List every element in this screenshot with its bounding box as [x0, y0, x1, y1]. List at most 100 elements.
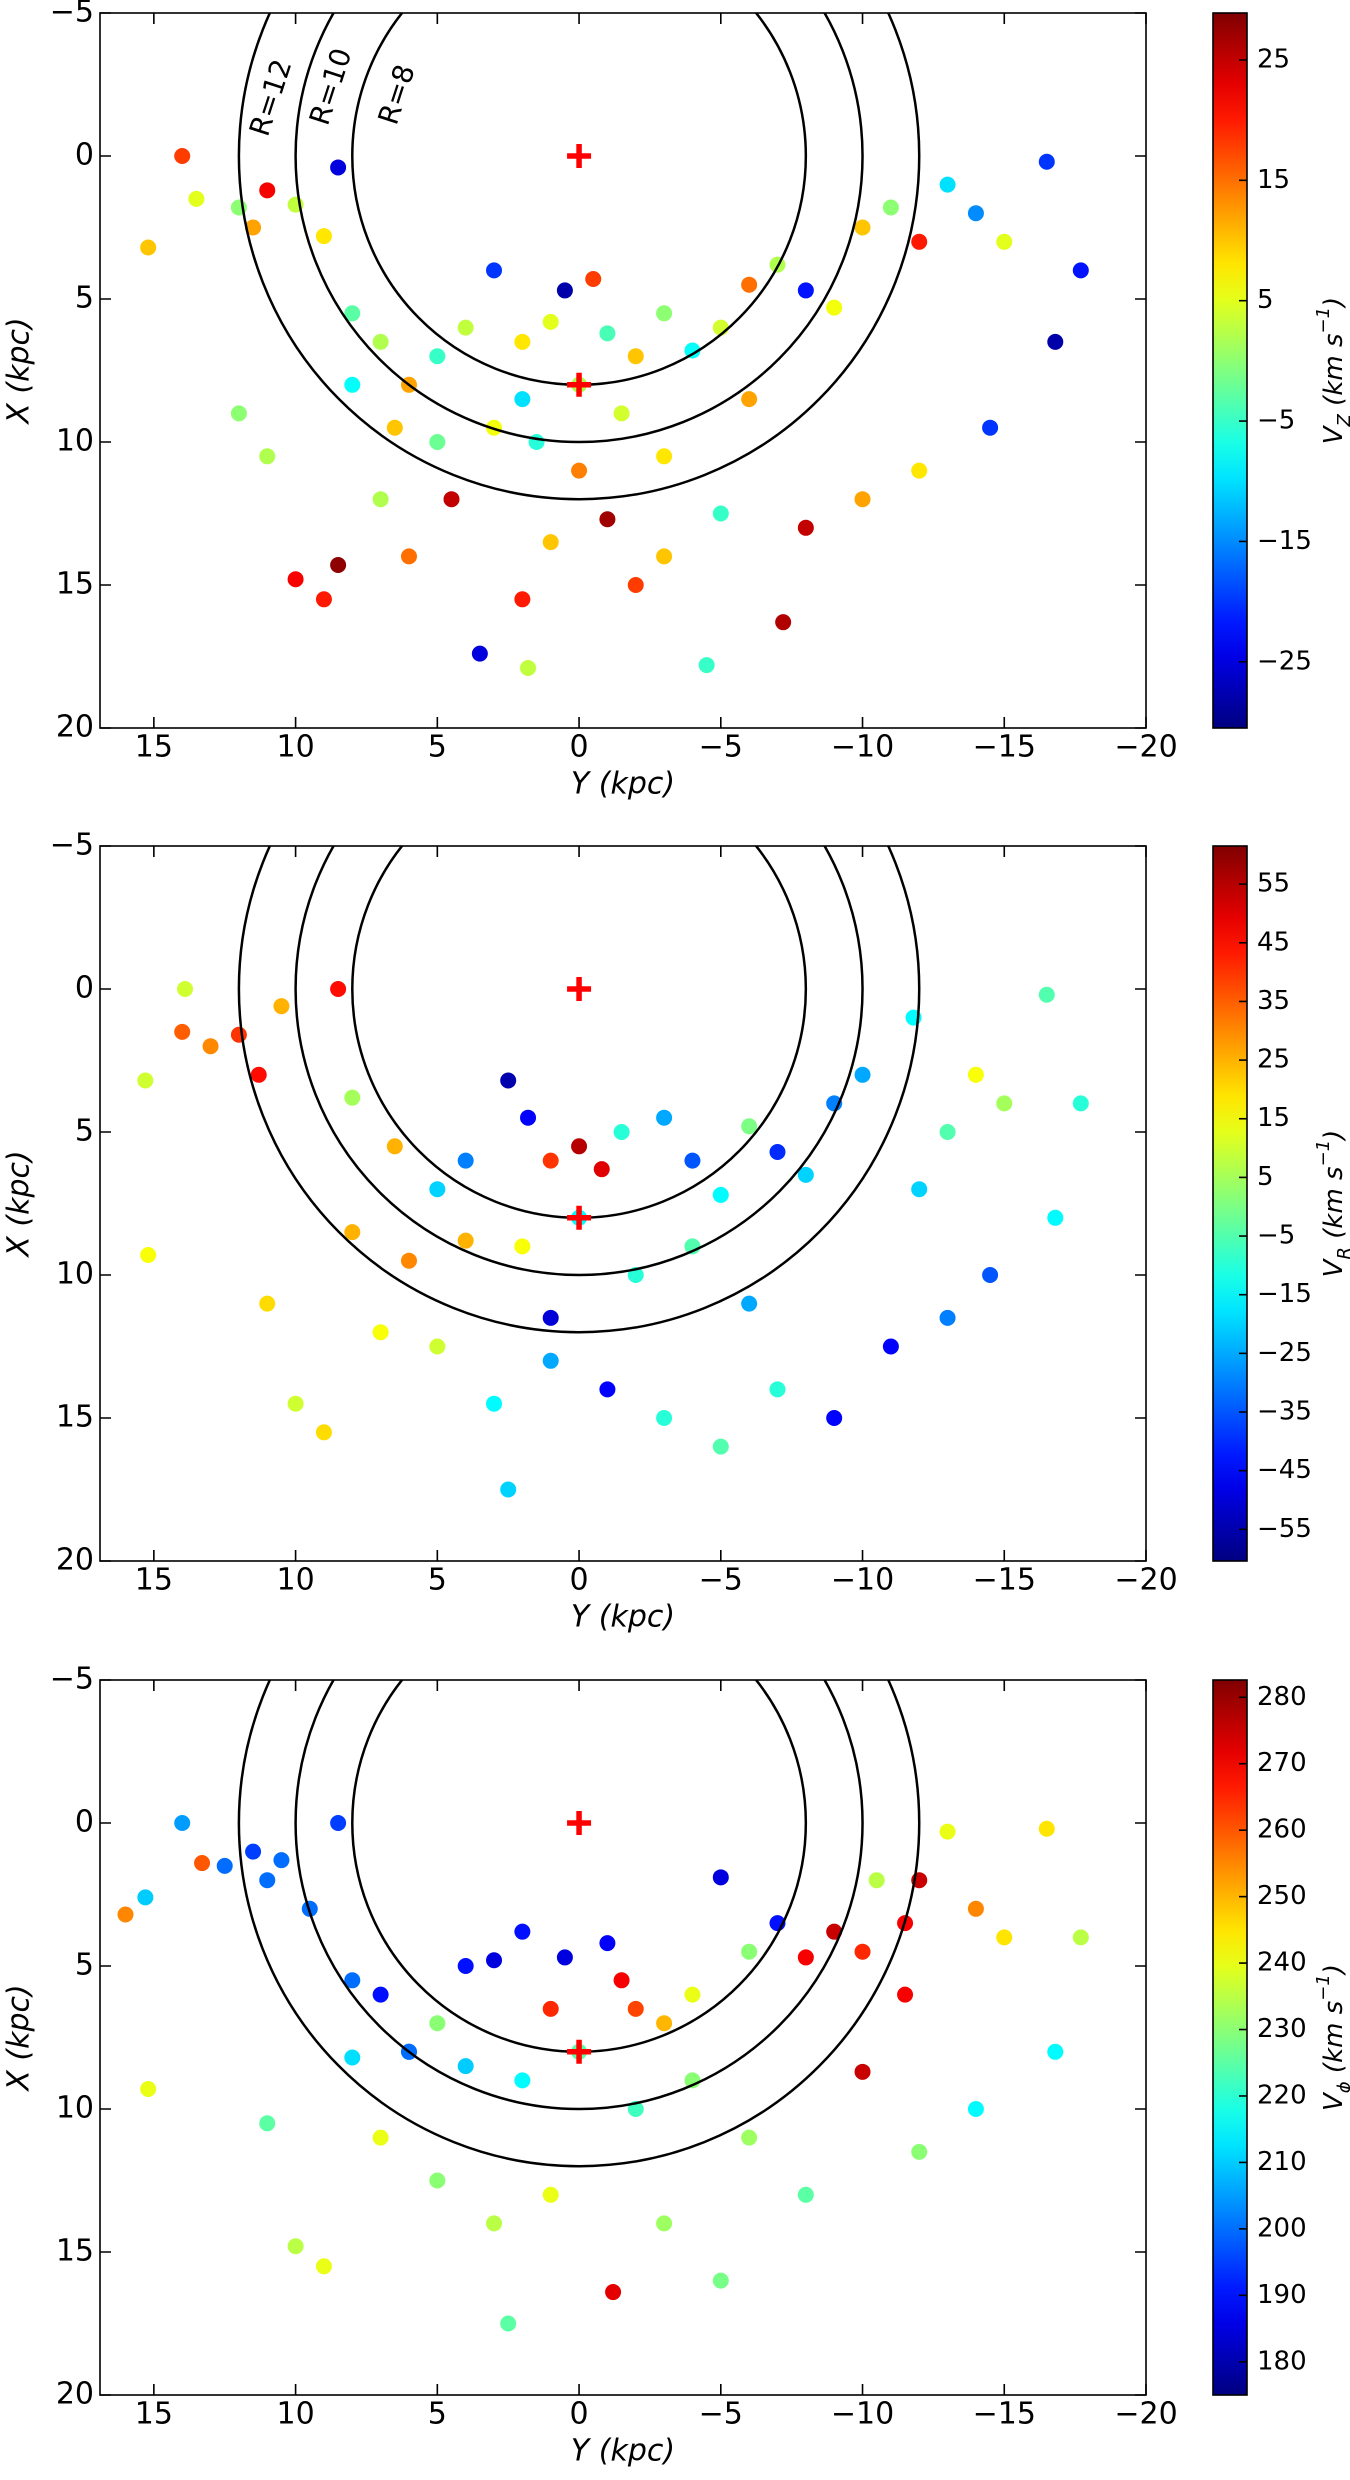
x-tick-label: −15 — [973, 2397, 1036, 2432]
data-point — [514, 591, 530, 607]
data-point — [330, 557, 346, 573]
data-point — [614, 1972, 630, 1988]
data-point — [500, 1073, 516, 1089]
colorbar-tick-label: 5 — [1257, 285, 1274, 315]
data-point — [628, 348, 644, 364]
data-point — [316, 1424, 332, 1440]
data-point — [684, 1987, 700, 2003]
data-point — [316, 2258, 332, 2274]
data-point — [316, 228, 332, 244]
data-point — [500, 2316, 516, 2332]
colorbar-label-part: ) — [1319, 297, 1349, 309]
colorbar-label-part: (km s — [1319, 333, 1349, 414]
data-point — [137, 1889, 153, 1905]
colorbar-tick-label: 45 — [1257, 927, 1290, 957]
data-point — [520, 660, 536, 676]
data-point — [174, 1024, 190, 1040]
data-point — [1039, 987, 1055, 1003]
y-tick-label: 20 — [56, 1543, 94, 1578]
data-point — [594, 1161, 610, 1177]
data-point — [429, 434, 445, 450]
data-point — [288, 1396, 304, 1412]
data-point — [259, 448, 275, 464]
data-point — [741, 1296, 757, 1312]
circle-label: R=8 — [371, 61, 421, 129]
x-tick-label: −5 — [699, 2397, 743, 2432]
data-point — [968, 2101, 984, 2117]
data-point — [741, 277, 757, 293]
y-tick-label: 15 — [56, 1400, 94, 1435]
data-point — [940, 1124, 956, 1140]
colorbar-tick-label: 190 — [1257, 2280, 1307, 2310]
colorbar-label-part: (km s — [1319, 2001, 1349, 2082]
data-point — [599, 511, 615, 527]
data-point — [911, 2144, 927, 2160]
data-point — [288, 2238, 304, 2254]
colorbar-tick-label: −15 — [1257, 526, 1312, 556]
data-point — [140, 1247, 156, 1263]
data-point — [996, 1095, 1012, 1111]
colorbar-tick-label: 200 — [1257, 2213, 1307, 2243]
data-point — [520, 1110, 536, 1126]
center-marker — [567, 1206, 591, 1230]
data-point — [529, 434, 545, 450]
colorbar-tick-label: 260 — [1257, 1815, 1307, 1845]
data-point — [713, 1439, 729, 1455]
colorbar-label-part: (km s — [1319, 1166, 1349, 1247]
data-point — [344, 1090, 360, 1106]
data-point — [628, 577, 644, 593]
data-point — [543, 1310, 559, 1326]
data-point — [982, 1267, 998, 1283]
y-tick-label: −5 — [50, 1662, 94, 1697]
data-point — [231, 1027, 247, 1043]
colorbar-label-part: Z — [1334, 413, 1350, 427]
data-point — [486, 2215, 502, 2231]
data-point — [599, 1381, 615, 1397]
data-point — [330, 981, 346, 997]
colorbar-tick-label: −15 — [1257, 1279, 1312, 1309]
data-point — [259, 1872, 275, 1888]
data-point — [656, 1110, 672, 1126]
data-point — [458, 1233, 474, 1249]
radius-circle — [352, 0, 806, 385]
data-point — [486, 262, 502, 278]
data-point — [288, 571, 304, 587]
colorbar-label-part: ) — [1319, 1964, 1349, 1976]
center-marker — [567, 373, 591, 397]
colorbar-tick-label: 240 — [1257, 1948, 1307, 1978]
data-point — [656, 2215, 672, 2231]
data-point — [855, 2064, 871, 2080]
y-tick-label: 15 — [56, 567, 94, 602]
data-point — [855, 491, 871, 507]
colorbar-tick-label: −55 — [1257, 1514, 1312, 1544]
data-point — [585, 271, 601, 287]
x-tick-label: 5 — [428, 1563, 447, 1598]
colorbar-tick-label: 25 — [1257, 44, 1290, 74]
data-point — [968, 1067, 984, 1083]
data-point — [798, 282, 814, 298]
data-point — [883, 199, 899, 215]
colorbar-label-part: −1 — [1313, 307, 1334, 334]
y-tick-label: −5 — [50, 0, 94, 30]
data-point — [251, 1067, 267, 1083]
colorbar-tick-label: −5 — [1257, 1221, 1295, 1251]
data-point — [869, 1872, 885, 1888]
colorbar-label: Vϕ (km s−1) — [1313, 1964, 1350, 2111]
y-tick-label: 0 — [75, 971, 94, 1006]
colorbar-tick-label: 210 — [1257, 2147, 1307, 2177]
data-point — [911, 463, 927, 479]
data-point — [897, 1987, 913, 2003]
data-point — [330, 159, 346, 175]
data-point — [344, 1224, 360, 1240]
data-point — [1073, 1929, 1089, 1945]
y-tick-label: 10 — [56, 2091, 94, 2126]
data-point — [940, 1824, 956, 1840]
colorbar-tick-label: 180 — [1257, 2346, 1307, 2376]
data-point — [245, 1844, 261, 1860]
data-point — [429, 348, 445, 364]
colorbar-tick-label: 230 — [1257, 2014, 1307, 2044]
data-point — [429, 1339, 445, 1355]
